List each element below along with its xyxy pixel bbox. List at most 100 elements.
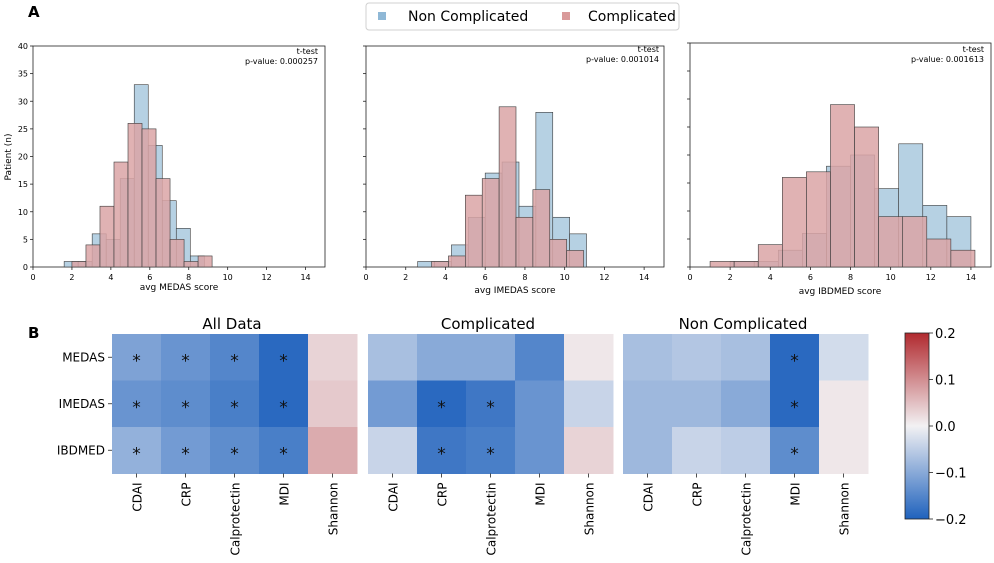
heatmap-cell (672, 427, 722, 474)
heatmap-non-complicated: Non Complicated * * * CDAI CRP Calprotectin M… (623, 315, 869, 556)
column-label: Shannon (327, 483, 341, 536)
heatmap-cell (564, 334, 614, 381)
heatmap-cell (623, 427, 673, 474)
hist-bar-complicated (902, 216, 928, 268)
x-tick-label: 8 (522, 273, 527, 282)
heatmap-cell (417, 427, 467, 474)
histogram-bars (63, 84, 213, 268)
ttest-label: t-test (963, 45, 984, 54)
heatmap-cell (770, 380, 820, 428)
heatmap-cell (210, 380, 260, 428)
legend-label-non-complicated: Non Complicated (408, 9, 528, 25)
heatmap-cell (515, 380, 565, 428)
heatmap-cell (210, 334, 260, 381)
y-tick-label: 10 (18, 208, 28, 217)
hist-bar-complicated (431, 261, 449, 268)
x-tick-label: 0 (30, 273, 35, 282)
significance-star: * (181, 351, 190, 371)
y-tick-label: 20 (18, 153, 28, 162)
histogram-bars (417, 106, 587, 268)
heatmap-cell (308, 427, 358, 474)
colorbar-tick-label: −0.1 (935, 467, 967, 482)
heatmap-all-data: All Data * * * * * * * * * * * * CDAI CRP Calprotecti… (57, 315, 358, 556)
heatmap-cell (259, 380, 309, 428)
hist-bar-complicated (113, 161, 129, 268)
significance-star: * (790, 444, 799, 464)
heatmap-cell (259, 334, 309, 381)
column-label: Calprotectin (485, 483, 499, 556)
ttest-label: t-test (638, 45, 659, 54)
significance-star: * (230, 444, 239, 464)
x-tick-label: 2 (69, 273, 74, 282)
histogram-imedas: 0 2 4 6 8 10 12 14 t-test p-value: 0.001014 avg… (363, 45, 665, 296)
x-tick-label: 12 (599, 273, 609, 282)
x-tick-label: 8 (186, 273, 191, 282)
heatmap-cell (819, 380, 869, 428)
column-label: CDAI (131, 483, 145, 512)
x-tick-label: 14 (966, 273, 976, 282)
heatmap-cell (564, 380, 614, 428)
heatmap-complicated: Complicated * * * * CDAI CRP Calprotectin MDI S… (368, 315, 614, 556)
heatmap-cell (368, 380, 418, 428)
x-axis-label: avg IMEDAS score (474, 286, 556, 296)
heatmap-cell (161, 334, 211, 381)
heatmap-cell (417, 380, 467, 428)
heatmap-cells: * * * (623, 334, 869, 474)
x-tick-label: 10 (560, 273, 570, 282)
x-tick-label: 10 (223, 273, 233, 282)
heatmap-cell (112, 380, 162, 428)
significance-star: * (132, 351, 141, 371)
hist-bar-complicated (532, 189, 551, 268)
heatmap-cell (308, 334, 358, 381)
histogram-bars (709, 104, 976, 268)
x-tick-label: 0 (363, 273, 368, 282)
hist-bar-complicated (782, 177, 807, 268)
heatmap-cell (721, 334, 771, 381)
column-label: Calprotectin (229, 483, 243, 556)
heatmap-cell (368, 427, 418, 474)
significance-star: * (437, 444, 446, 464)
significance-star: * (181, 398, 190, 418)
heatmap-cell (417, 334, 467, 381)
x-tick-label: 8 (848, 273, 853, 282)
heatmap-cell (770, 427, 820, 474)
heatmap-cell (259, 427, 309, 474)
hist-bar-complicated (854, 126, 879, 268)
column-label: MDI (534, 483, 548, 506)
x-tick-label: 12 (926, 273, 936, 282)
row-label: MEDAS (62, 350, 105, 364)
p-value-label: p-value: 0.001014 (586, 55, 659, 64)
y-tick-label: 25 (18, 125, 28, 134)
heatmap-cell (564, 427, 614, 474)
panel-label-b: B (28, 324, 39, 342)
y-tick-label: 5 (23, 235, 28, 244)
significance-star: * (279, 351, 288, 371)
heatmap-title: Non Complicated (679, 315, 808, 333)
hist-bar-complicated (155, 178, 171, 268)
y-tick-label: 40 (18, 42, 28, 51)
heatmap-cell (770, 334, 820, 381)
significance-star: * (230, 351, 239, 371)
legend-swatch-complicated (562, 12, 570, 20)
hist-bar-complicated (757, 244, 783, 268)
x-tick-label: 0 (687, 273, 692, 282)
hist-bar-complicated (733, 261, 759, 268)
heatmap-cell (672, 380, 722, 428)
column-label: CRP (436, 483, 450, 507)
legend-label-complicated: Complicated (588, 9, 676, 25)
significance-star: * (279, 398, 288, 418)
x-tick-label: 4 (443, 273, 448, 282)
hist-bar-complicated (515, 216, 534, 268)
column-label: MDI (789, 483, 803, 506)
heatmap-labels: CDAI CRP Calprotectin MDI Shannon MEDAS IMEDAS… (57, 350, 341, 555)
y-tick-label: 15 (18, 180, 28, 189)
heatmap-cell (819, 334, 869, 381)
heatmap-cell (161, 380, 211, 428)
heatmap-cell (623, 380, 673, 428)
heatmap-cells: * * * * * * * * * * * * (112, 334, 358, 474)
significance-star: * (279, 444, 288, 464)
hist-bar-complicated (950, 249, 976, 268)
x-axis-label: avg IBDMED score (799, 287, 882, 297)
hist-bar-complicated (197, 255, 213, 268)
